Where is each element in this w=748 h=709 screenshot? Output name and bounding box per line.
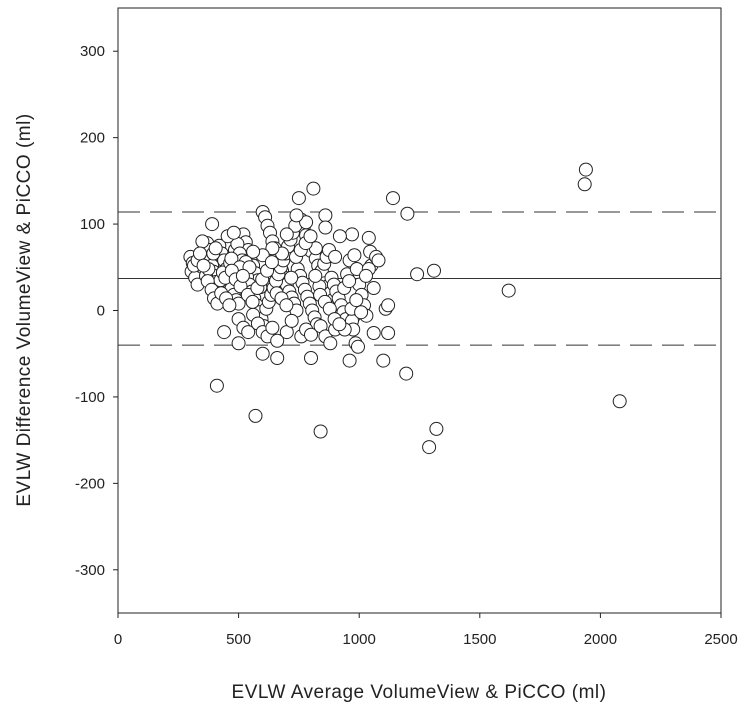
data-point (386, 191, 400, 206)
data-point (196, 258, 211, 273)
data-point (351, 339, 365, 354)
data-point (422, 440, 437, 455)
x-axis-ticks: 0 500 1000 1500 2000 2500 (114, 613, 738, 648)
data-point (270, 333, 285, 348)
y-tick-label: 300 (80, 43, 105, 60)
data-point (366, 281, 381, 295)
data-point (245, 294, 260, 309)
data-point (349, 293, 364, 308)
data-point (371, 253, 386, 268)
data-point (241, 325, 256, 340)
data-point (303, 229, 318, 244)
y-tick-label: -100 (75, 389, 105, 406)
x-tick-label: 0 (114, 631, 122, 648)
data-point (577, 177, 592, 192)
x-tick-label: 1500 (463, 631, 496, 648)
data-point (332, 229, 347, 244)
x-tick-label: 2000 (584, 631, 617, 648)
data-point (354, 305, 369, 320)
y-axis-title: EVLW Difference VolumeView & PiCCO (ml) (14, 113, 35, 506)
x-axis-title: EVLW Average VolumeView & PiCCO (ml) (232, 682, 607, 703)
data-point (291, 191, 306, 206)
data-point (222, 298, 237, 313)
data-point (318, 220, 333, 235)
data-point (217, 325, 232, 340)
x-tick-label: 500 (226, 631, 251, 648)
data-point (284, 270, 299, 285)
data-point (255, 346, 270, 361)
data-point (359, 268, 373, 283)
y-tick-label: -200 (75, 475, 105, 492)
data-point (313, 424, 328, 439)
data-point (578, 162, 593, 177)
data-point (209, 378, 224, 393)
data-point (279, 298, 294, 313)
plot-frame (117, 7, 722, 614)
data-point (400, 206, 415, 221)
y-tick-label: 200 (80, 130, 105, 147)
x-tick-label: 2500 (704, 631, 737, 648)
data-point (289, 208, 304, 223)
data-point (264, 255, 279, 270)
data-point (284, 313, 299, 328)
x-tick-label: 1000 (343, 631, 376, 648)
data-point (427, 263, 441, 278)
data-point (381, 298, 396, 313)
data-point (345, 227, 359, 242)
data-point (304, 327, 318, 342)
y-tick-label: 100 (80, 216, 105, 233)
data-point (612, 394, 627, 409)
scatter-points (183, 162, 627, 455)
data-point (501, 283, 516, 298)
data-point (246, 244, 261, 259)
data-point (342, 274, 357, 289)
data-point (332, 317, 347, 332)
data-point (226, 225, 241, 240)
data-point (304, 351, 318, 365)
y-tick-label: -300 (75, 562, 105, 579)
data-point (347, 248, 362, 263)
data-point (265, 241, 280, 256)
data-point (265, 320, 280, 335)
data-point (195, 234, 210, 249)
y-axis-ticks: -300 -200 -100 0 100 200 300 (75, 43, 118, 579)
data-point (208, 241, 223, 256)
data-point (366, 326, 381, 340)
data-point (306, 181, 321, 196)
data-point (381, 326, 396, 340)
data-point (342, 353, 357, 368)
data-point (299, 215, 314, 230)
data-point (308, 268, 323, 283)
data-point (205, 217, 220, 232)
data-point (328, 249, 343, 264)
data-point (376, 353, 391, 368)
data-point (235, 268, 250, 283)
data-point (279, 227, 294, 242)
data-point (318, 208, 333, 223)
y-tick-label: 0 (97, 303, 105, 320)
data-point (323, 336, 338, 351)
data-point (248, 408, 263, 423)
data-point (399, 366, 414, 381)
data-point (270, 351, 285, 365)
data-point (231, 336, 246, 351)
data-point (361, 230, 376, 245)
data-point (193, 246, 207, 261)
data-point (410, 267, 425, 282)
data-point (429, 421, 444, 436)
